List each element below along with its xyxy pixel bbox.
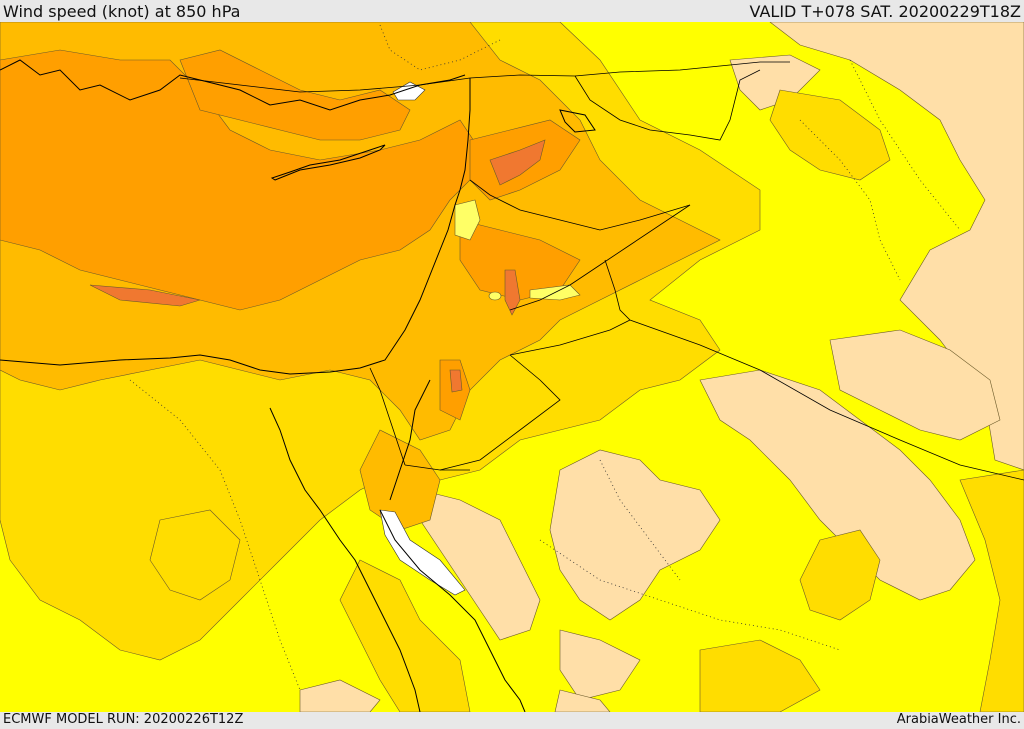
valid-time-label: VALID T+078 SAT. 20200229T18Z (749, 2, 1021, 21)
model-run-label: ECMWF MODEL RUN: 20200226T12Z (3, 712, 244, 727)
dotted-boundaries (129, 24, 961, 691)
stronger-wind-regions (0, 49, 581, 421)
map-title: Wind speed (knot) at 850 hPa (3, 2, 241, 21)
map-canvas (0, 22, 1024, 712)
footer-bar: ECMWF MODEL RUN: 20200226T12Z ArabiaWeat… (0, 712, 1024, 729)
light-wind-regions (299, 22, 1024, 712)
credit-label: ArabiaWeather Inc. (896, 712, 1021, 727)
strongest-wind-regions (89, 139, 546, 393)
header-bar: Wind speed (knot) at 850 hPa VALID T+078… (0, 0, 1024, 22)
wind-speed-map (0, 22, 1024, 712)
political-borders (179, 61, 1024, 481)
